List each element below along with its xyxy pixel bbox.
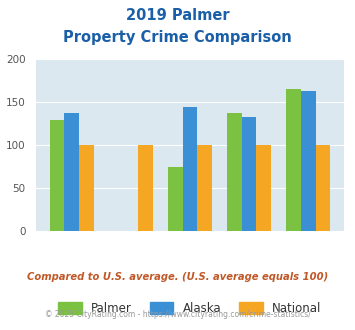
Bar bbox=[182, 107, 197, 231]
Bar bbox=[79, 145, 94, 231]
Text: Compared to U.S. average. (U.S. average equals 100): Compared to U.S. average. (U.S. average … bbox=[27, 272, 328, 282]
Text: 2019 Palmer: 2019 Palmer bbox=[126, 8, 229, 23]
Bar bbox=[64, 113, 79, 231]
Bar bbox=[301, 91, 316, 231]
Text: © 2025 CityRating.com - https://www.cityrating.com/crime-statistics/: © 2025 CityRating.com - https://www.city… bbox=[45, 310, 310, 319]
Bar bbox=[227, 114, 242, 231]
Bar bbox=[286, 89, 301, 231]
Bar bbox=[256, 145, 271, 231]
Bar bbox=[168, 167, 182, 231]
Bar bbox=[316, 145, 330, 231]
Bar bbox=[50, 120, 64, 231]
Text: Property Crime Comparison: Property Crime Comparison bbox=[63, 30, 292, 45]
Legend: Palmer, Alaska, National: Palmer, Alaska, National bbox=[58, 302, 322, 315]
Bar bbox=[197, 145, 212, 231]
Bar bbox=[242, 117, 256, 231]
Bar bbox=[138, 145, 153, 231]
